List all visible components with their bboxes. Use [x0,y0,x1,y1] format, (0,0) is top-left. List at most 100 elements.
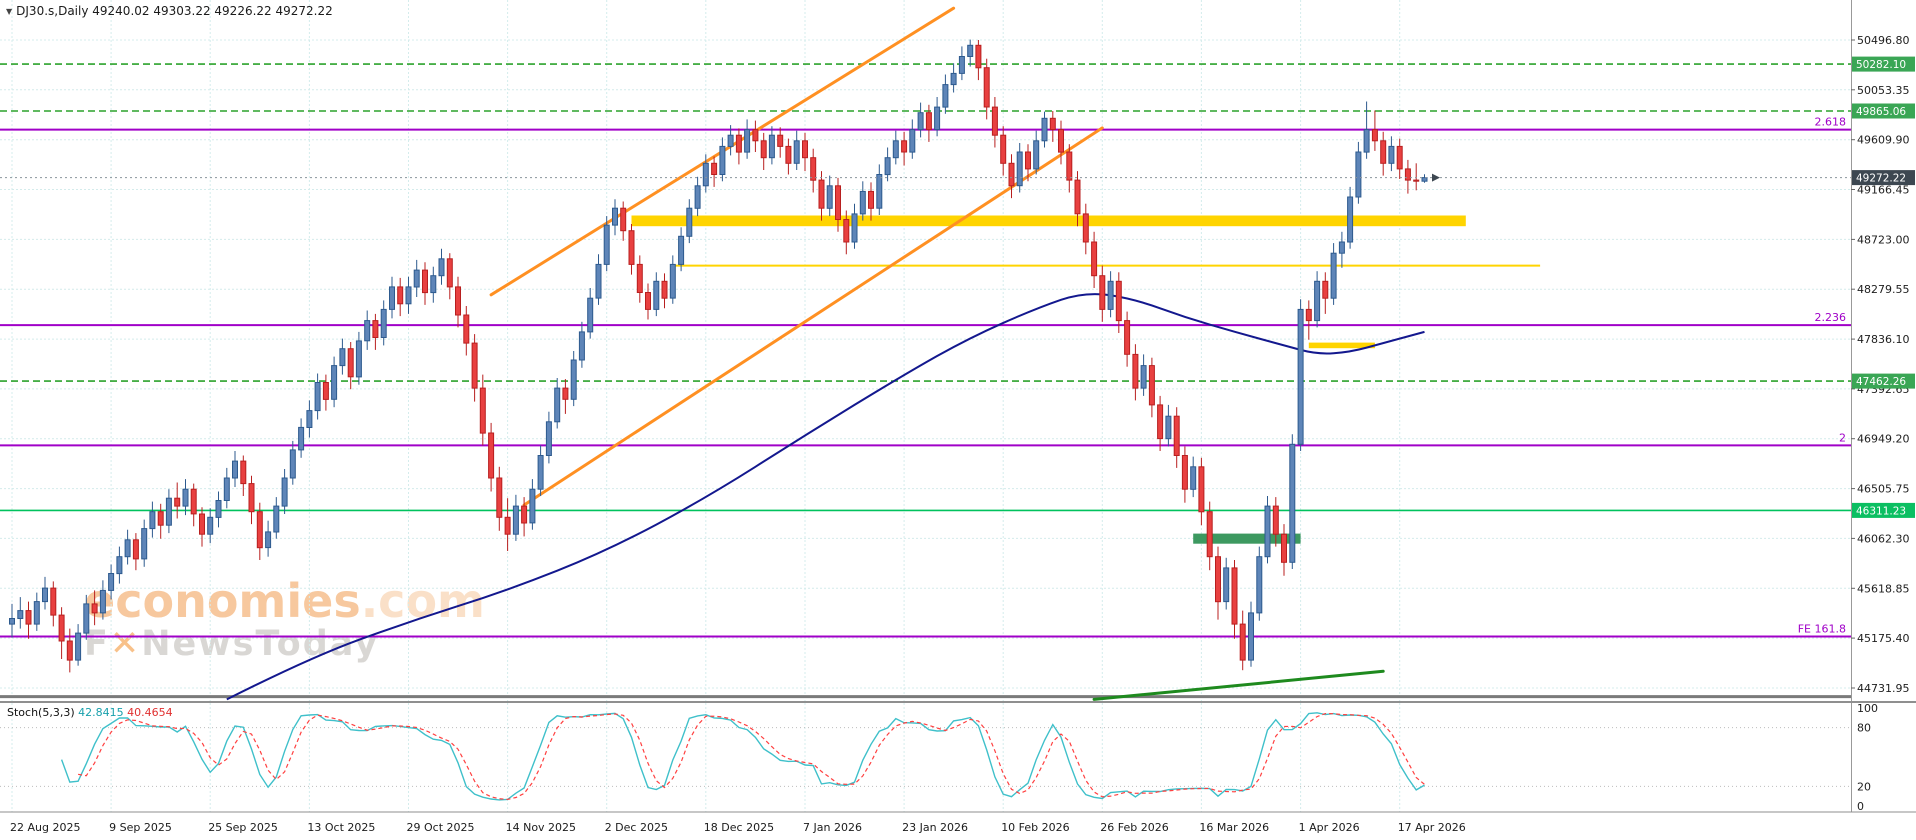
watermark-tagline: F✕NewsToday [84,626,485,662]
price-level-badge [1852,56,1915,72]
candle-up [1223,567,1230,603]
candle-up [1248,612,1254,661]
candle-up [223,477,230,501]
candle-up [116,556,123,575]
candle-down [1404,168,1411,181]
candle-up [83,603,90,634]
candle-down [1058,129,1064,153]
candle-down [991,106,998,136]
price-level-badge-label: 46311.23 [1856,505,1906,517]
date-label: 26 Feb 2026 [1100,821,1168,834]
candle-down [868,190,874,209]
date-label: 7 Jan 2026 [803,821,862,834]
candle-down [1215,556,1221,603]
symbol-marker-icon: ▼ [6,7,13,16]
candle-down [802,140,808,159]
stoch-k-value: 42.8415 [78,706,124,719]
fibo-label: 2 [1839,431,1846,444]
candle-down [1281,533,1287,563]
candle-up [108,573,115,591]
candle-down [1008,162,1015,187]
candle-down [422,269,428,294]
price-tick-label: 50053.35 [1857,84,1910,97]
candle-down [620,207,627,232]
candle-up [826,185,833,209]
candle-up [1190,466,1197,490]
candle-up [859,190,866,215]
price-level-badge-label: 49865.06 [1856,106,1906,118]
candle-up [967,44,974,57]
candle-up [1107,280,1114,310]
candle-up [1297,308,1304,445]
price-axis: 50496.80 50053.35 49609.90 49166.45 48723.00… [0,0,1916,813]
stoch-d-value: 40.4654 [127,706,173,719]
stoch-d-line [77,712,1425,801]
candle-down [735,134,742,153]
candle-down [562,387,569,400]
candle-down [645,292,651,310]
date-label: 29 Oct 2025 [407,821,475,834]
candle-up [165,497,172,526]
candle-up [570,359,577,400]
candle-down [810,157,817,181]
zone-band [1308,342,1375,349]
fibo-label: 2.618 [1815,116,1847,129]
date-label: 14 Nov 2025 [506,821,576,834]
candle-up [232,460,238,479]
fibo-label: 2.236 [1815,311,1847,324]
candle-down [1173,415,1180,457]
candle-up [512,505,519,535]
candle-up [306,410,313,429]
candle-up [9,618,15,625]
fibo-label: FE 161.8 [1798,623,1846,636]
chart-header: ▼ DJ30.s,Daily 49240.02 49303.22 49226.22… [6,4,333,18]
date-label: 17 Apr 2026 [1398,821,1466,834]
price-plot: 2.618 2.236 2 FE 161.8 [0,6,1851,701]
candle-down [1132,353,1139,389]
candle-down [455,286,461,316]
price-tick-label: 44731.95 [1857,682,1910,695]
candle-up [950,72,957,86]
candle-down [1025,151,1031,170]
candle-down [1380,140,1387,164]
date-label: 18 Dec 2025 [704,821,774,834]
candle-down [347,348,354,378]
trendline [1092,669,1385,701]
candle-up [1041,117,1048,142]
candle-up [851,213,858,243]
candle-up [380,308,387,338]
candle-down [785,145,792,164]
candle-up [545,421,552,456]
candle-down [1198,466,1205,513]
candle-up [612,207,618,226]
candle-down [752,129,759,142]
candle-down [925,112,932,131]
date-label: 2 Dec 2025 [605,821,668,834]
candle-up [1363,129,1370,153]
candle-down [975,44,982,69]
candle-up [298,426,305,451]
date-label: 13 Oct 2025 [307,821,375,834]
candle-down [1322,280,1329,299]
watermark-x-icon: ✕ [109,623,142,664]
candle-up [331,365,338,400]
date-label: 10 Feb 2026 [1001,821,1069,834]
candle-up [1355,151,1362,198]
time-axis: 22 Aug 2025 9 Sep 2025 25 Sep 2025 13 Oct 2… [10,821,1466,834]
candle-down [1148,365,1155,406]
candle-up [17,610,24,619]
candle-up [75,632,82,661]
stochastic-plot [0,712,1851,801]
candle-down [760,140,767,159]
watermark-brand-text: economies [84,574,361,628]
watermark-logo: economies.com F✕NewsToday [84,577,485,662]
candle-up [595,263,602,299]
price-tick-label: 45618.85 [1857,582,1910,595]
candle-up [529,488,536,524]
date-label: 25 Sep 2025 [208,821,278,834]
candle-down [66,640,73,661]
candle-down [479,387,486,434]
stoch-axis-label: 20 [1857,780,1871,793]
